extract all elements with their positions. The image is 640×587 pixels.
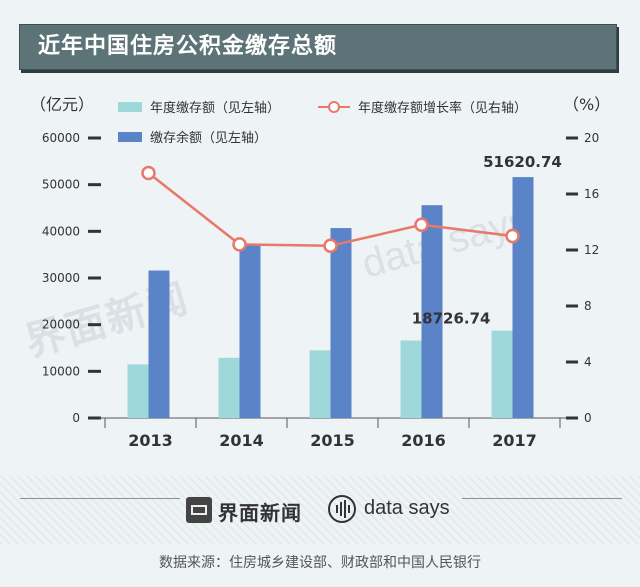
bar-annual-2016	[400, 340, 422, 418]
left-axis-tick-label: 20000	[42, 318, 80, 332]
x-tick-label: 2013	[128, 431, 173, 450]
legend-label-balance: 缴存余额（见左轴）	[150, 130, 267, 146]
data-source: 数据来源：住房城乡建设部、财政部和中国人民银行	[159, 555, 481, 571]
right-axis-unit: （%）	[563, 95, 610, 114]
data-label-balance-2017: 51620.74	[483, 153, 562, 171]
growth-rate-point-2014	[232, 237, 247, 252]
bar-balance-2014	[239, 244, 261, 418]
datasays-logo-icon	[328, 495, 356, 523]
x-tick-label: 2016	[401, 431, 446, 450]
right-axis-tick-label: 20	[584, 131, 599, 145]
left-axis-tick-label: 40000	[42, 224, 80, 238]
left-axis-tick-label: 10000	[42, 364, 80, 378]
footer-hatch	[0, 476, 640, 544]
legend-swatch-balance	[118, 132, 142, 142]
right-axis-tick-label: 4	[584, 355, 592, 369]
footer-divider-right	[462, 498, 622, 499]
left-axis-tick-label: 30000	[42, 271, 80, 285]
legend-swatch-annual	[118, 102, 142, 112]
growth-rate-point-2013	[141, 165, 156, 181]
x-tick-label: 2015	[310, 431, 355, 450]
brand-name: 界面新闻	[218, 501, 302, 525]
growth-rate-point-2015	[323, 238, 338, 254]
brand2-name: data says	[364, 497, 450, 519]
bar-balance-2013	[148, 270, 170, 418]
right-axis-tick-label: 12	[584, 243, 599, 257]
legend-marker-growth	[328, 101, 340, 113]
left-axis-tick-label: 50000	[42, 178, 80, 192]
left-axis-unit: （亿元）	[30, 95, 94, 114]
legend-label-growth: 年度缴存额增长率（见右轴）	[358, 100, 527, 116]
chart-title: 近年中国住房公积金缴存总额	[19, 24, 617, 70]
right-axis-tick-label: 16	[584, 187, 599, 201]
bar-balance-2017	[512, 177, 534, 418]
x-tick-label: 2014	[219, 431, 264, 450]
jiemian-logo-icon	[186, 497, 212, 523]
bar-annual-2015	[309, 350, 331, 418]
left-axis-tick-label: 0	[72, 411, 80, 425]
bar-balance-2015	[330, 228, 352, 418]
right-axis-tick-label: 0	[584, 411, 592, 425]
bar-balance-2016	[421, 205, 443, 418]
bar-annual-2017	[491, 330, 513, 418]
data-label-annual-2017: 18726.74	[412, 310, 491, 328]
bar-annual-2013	[127, 364, 149, 418]
x-tick-label: 2017	[492, 431, 537, 450]
growth-rate-point-2016	[414, 217, 429, 233]
chart-area: （亿元） （%） 年度缴存额（见左轴） 缴存余额（见左轴） 年度缴存额增长率（见右轴） 0…	[30, 95, 610, 450]
legend-label-annual: 年度缴存额（见左轴）	[150, 100, 280, 116]
left-axis-tick-label: 60000	[42, 131, 80, 145]
bar-annual-2014	[218, 357, 240, 418]
footer-divider-left	[20, 498, 180, 499]
growth-rate-point-2017	[505, 228, 520, 244]
right-axis-tick-label: 8	[584, 299, 592, 313]
